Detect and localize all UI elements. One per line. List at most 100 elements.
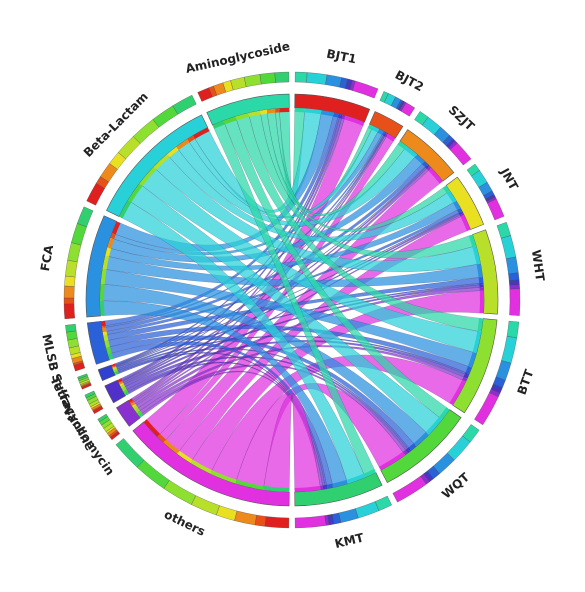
partner-band xyxy=(106,346,112,355)
composition-bar xyxy=(216,505,238,521)
composition-bar xyxy=(294,515,327,529)
ribbon xyxy=(213,122,376,476)
segment-label: WHT xyxy=(529,249,547,283)
partner-band xyxy=(405,448,410,454)
partner-band xyxy=(408,443,417,451)
partner-band xyxy=(341,114,346,120)
partner-band xyxy=(294,108,305,113)
composition-bar xyxy=(152,105,179,128)
segment-label: Aminoglycoside xyxy=(184,39,291,76)
segment-label: FCA xyxy=(38,243,56,272)
composition-bar xyxy=(449,142,472,166)
partner-band xyxy=(384,132,387,137)
partner-band xyxy=(190,459,212,474)
partner-band xyxy=(235,113,250,121)
partner-band xyxy=(477,318,484,332)
partner-band xyxy=(163,439,180,454)
composition-bar xyxy=(325,74,342,88)
partner-band xyxy=(478,277,484,284)
partner-band xyxy=(112,365,117,369)
composition-bar xyxy=(294,71,308,83)
partner-band xyxy=(479,282,484,285)
composition-bar xyxy=(67,242,82,263)
composition-bar xyxy=(509,288,521,316)
composition-bar xyxy=(97,413,108,423)
partner-band xyxy=(102,331,108,336)
partner-band xyxy=(114,372,120,376)
composition-bar xyxy=(115,438,145,468)
partner-band xyxy=(119,200,132,219)
partner-band xyxy=(449,379,466,406)
partner-band xyxy=(235,479,264,490)
composition-bar xyxy=(259,72,276,85)
partner-band xyxy=(337,113,341,119)
partner-band xyxy=(326,483,334,489)
partner-band xyxy=(457,208,463,213)
partner-band xyxy=(118,380,123,384)
partner-band xyxy=(143,419,161,437)
composition-bar xyxy=(338,508,359,523)
partner-band xyxy=(320,485,324,490)
partner-band xyxy=(101,325,106,328)
partner-band xyxy=(130,401,136,407)
partner-band xyxy=(460,214,471,231)
composition-bar xyxy=(496,222,511,239)
composition-bar xyxy=(133,119,160,144)
partner-band xyxy=(100,300,105,316)
partner-band xyxy=(129,400,134,404)
composition-bar xyxy=(274,71,290,83)
segment-label: Beta-Lactam xyxy=(81,90,151,160)
partner-band xyxy=(377,128,384,135)
partner-band xyxy=(472,331,482,354)
partner-band xyxy=(413,432,429,447)
partner-band xyxy=(157,434,167,443)
segment-label: SZJT xyxy=(446,103,478,134)
ribbon xyxy=(120,200,365,483)
composition-bar xyxy=(355,501,380,519)
partner-band xyxy=(121,386,127,392)
partner-band xyxy=(371,126,380,133)
segment-label: BTT xyxy=(515,367,537,397)
partner-band xyxy=(114,370,119,374)
partner-band xyxy=(463,373,469,379)
segment-label: JNT xyxy=(497,165,521,193)
partner-band xyxy=(117,378,123,383)
partner-band xyxy=(476,263,483,278)
ribbons xyxy=(101,109,483,491)
composition-bar xyxy=(474,392,499,426)
partner-band xyxy=(187,135,195,143)
composition-bar xyxy=(77,206,94,227)
composition-bar xyxy=(254,514,267,527)
partner-band xyxy=(124,391,130,396)
composition-bar xyxy=(63,303,75,320)
partner-band xyxy=(425,417,443,435)
partner-band xyxy=(102,255,110,270)
partner-band xyxy=(105,247,112,257)
partner-band xyxy=(397,141,407,150)
partner-band xyxy=(136,410,142,416)
partner-band xyxy=(428,167,443,184)
partner-band xyxy=(192,127,210,139)
segments xyxy=(63,71,521,529)
partner-band xyxy=(346,473,366,484)
composition-bar xyxy=(66,330,78,341)
composition-bar xyxy=(234,510,257,526)
partner-band xyxy=(402,449,408,456)
segment-label: BJT1 xyxy=(325,47,357,67)
partner-band xyxy=(322,485,326,490)
composition-bar xyxy=(136,459,170,489)
partner-band xyxy=(459,211,464,216)
partner-band xyxy=(138,413,144,418)
partner-band xyxy=(339,114,343,119)
partner-band xyxy=(459,213,465,217)
partner-band xyxy=(212,120,225,129)
segment-label: KMT xyxy=(333,530,366,551)
partner-band xyxy=(102,327,107,333)
partner-band xyxy=(111,363,116,367)
composition-bar xyxy=(506,320,520,339)
partner-band xyxy=(320,110,334,117)
segment-label: MLSB xyxy=(39,333,61,373)
partner-band xyxy=(275,108,280,113)
partner-band xyxy=(104,340,110,348)
